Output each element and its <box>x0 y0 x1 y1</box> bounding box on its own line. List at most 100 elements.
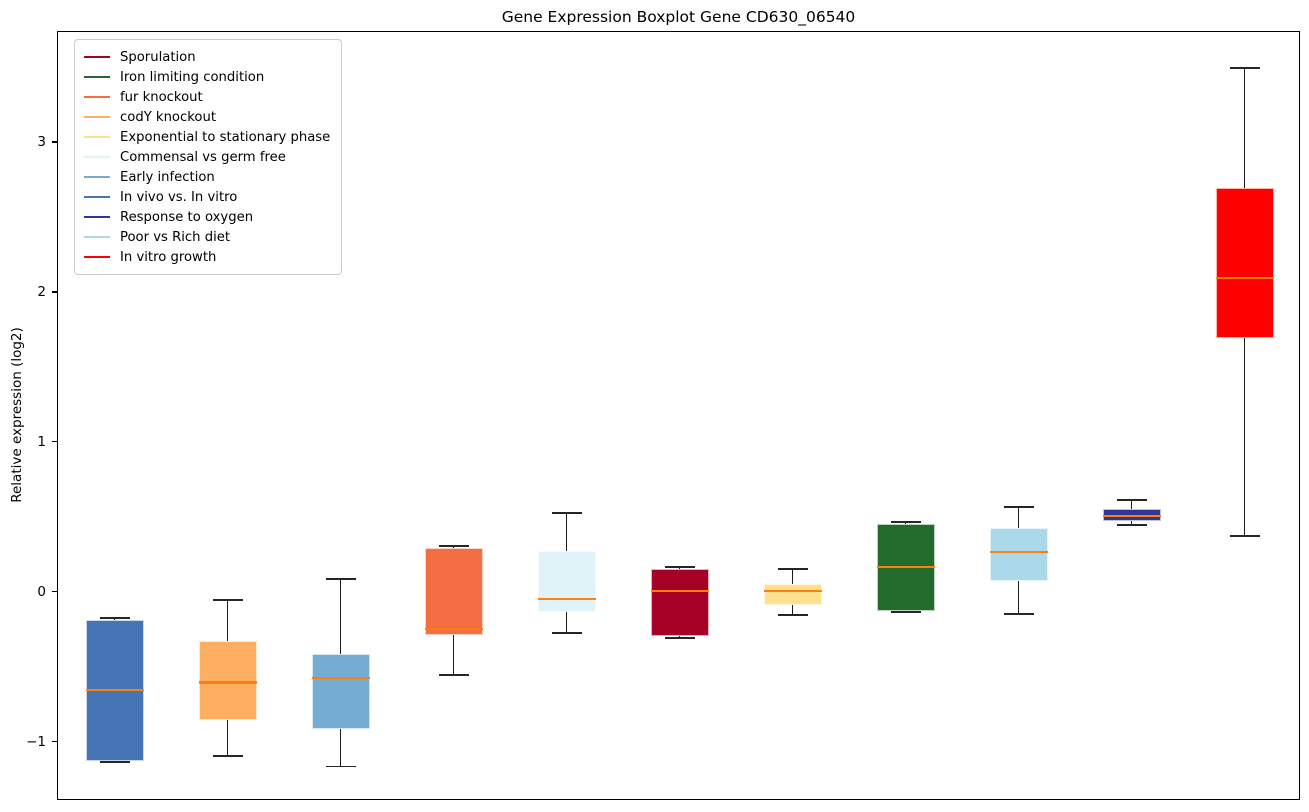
median-line <box>1215 276 1274 279</box>
legend-entry: Early infection <box>84 167 330 187</box>
boxplot-group <box>58 32 1299 799</box>
legend-label: Sporulation <box>120 49 196 65</box>
legend-entry: Poor vs Rich diet <box>84 227 330 247</box>
legend-label: Early infection <box>120 169 215 185</box>
legend-color-line <box>84 235 110 239</box>
median-line <box>763 590 822 593</box>
box-rect <box>424 547 483 635</box>
whisker-cap-top <box>212 599 243 602</box>
box-rect <box>198 640 257 721</box>
box-rect <box>763 583 822 605</box>
boxplot-group <box>58 32 1299 799</box>
legend-color-line <box>84 255 110 259</box>
whisker-cap-bottom <box>551 632 582 634</box>
legend-entry: In vivo vs. In vitro <box>84 187 330 207</box>
legend-color-line <box>84 115 110 119</box>
boxplot-group <box>58 32 1299 799</box>
box-rect <box>311 654 370 730</box>
legend-label: In vivo vs. In vitro <box>120 189 238 205</box>
chart-title: Gene Expression Boxplot Gene CD630_06540 <box>501 8 856 26</box>
boxplot-group <box>58 32 1299 799</box>
legend-entry: codY knockout <box>84 107 330 127</box>
legend-entry: Sporulation <box>84 47 330 67</box>
whisker-cap-top <box>664 566 695 569</box>
legend-color-line <box>84 75 110 79</box>
whisker-cap-bottom <box>777 614 808 617</box>
legend-label: Commensal vs germ free <box>120 149 286 165</box>
boxplot-group <box>58 32 1299 799</box>
whisker-cap-top <box>1116 498 1147 501</box>
median-line <box>537 597 596 600</box>
box-rect <box>1215 187 1274 338</box>
legend-entry: Iron limiting condition <box>84 67 330 87</box>
median-line <box>876 566 935 569</box>
legend-label: codY knockout <box>120 109 217 125</box>
whisker-cap-bottom <box>1116 524 1147 527</box>
box-rect <box>537 550 596 613</box>
boxplot-group <box>58 32 1299 799</box>
whisker-cap-bottom <box>890 611 921 614</box>
whisker-cap-top <box>551 512 582 515</box>
legend-color-line <box>84 155 110 159</box>
legend-color-line <box>84 195 110 199</box>
whisker-cap-bottom <box>212 755 243 757</box>
legend-label: Response to oxygen <box>120 209 254 225</box>
y-tick-label: −1 <box>26 733 46 750</box>
legend-label: fur knockout <box>120 89 203 105</box>
whisker-cap-top <box>1003 506 1034 509</box>
boxplot-group <box>58 32 1299 799</box>
legend-label: Iron limiting condition <box>120 69 265 85</box>
whisker-cap-bottom <box>438 674 469 676</box>
y-tick-label: 0 <box>37 583 46 600</box>
median-line <box>989 551 1048 554</box>
box-rect <box>650 568 709 637</box>
whisker-cap-top <box>438 545 469 548</box>
whisker-cap-bottom <box>325 765 356 768</box>
boxplot-group <box>58 32 1299 799</box>
legend: Sporulation Iron limiting condition fur kn… <box>74 39 343 275</box>
median-line <box>198 681 257 684</box>
y-tick-mark <box>52 590 57 593</box>
median-line <box>1102 515 1161 518</box>
legend-color-line <box>84 215 110 219</box>
whisker-cap-top <box>325 578 356 581</box>
whisker-cap-bottom <box>99 761 130 763</box>
y-tick-label: 2 <box>37 283 46 300</box>
boxplot-group <box>58 32 1299 799</box>
whisker-cap-bottom <box>1003 612 1034 615</box>
legend-label: Exponential to stationary phase <box>120 129 331 145</box>
box-rect <box>1102 508 1161 521</box>
legend-color-line <box>84 95 110 99</box>
median-line <box>311 676 370 680</box>
boxplot-group <box>58 32 1299 799</box>
legend-entry: In vitro growth <box>84 247 330 267</box>
whisker-cap-top <box>1229 67 1260 69</box>
boxplot-group <box>58 32 1299 799</box>
box-rect <box>989 528 1048 581</box>
legend-color-line <box>84 55 110 59</box>
legend-entry: Exponential to stationary phase <box>84 127 330 147</box>
legend-label: In vitro growth <box>120 249 217 265</box>
plot-area: Sporulation Iron limiting condition fur kn… <box>57 31 1300 800</box>
y-tick-mark <box>52 291 57 293</box>
median-line <box>85 688 144 692</box>
whisker-cap-bottom <box>1229 534 1260 537</box>
legend-color-line <box>84 135 110 139</box>
whisker-cap-top <box>890 521 921 524</box>
legend-entry: Commensal vs germ free <box>84 147 330 167</box>
median-line <box>650 590 709 593</box>
median-line <box>424 627 483 630</box>
y-axis-label: Relative expression (log2) <box>9 327 25 503</box>
legend-entry: fur knockout <box>84 87 330 107</box>
legend-label: Poor vs Rich diet <box>120 229 231 245</box>
y-tick-mark <box>52 441 57 443</box>
whisker-cap-top <box>99 617 130 620</box>
y-tick-mark <box>52 740 57 743</box>
legend-color-line <box>84 175 110 179</box>
y-tick-label: 1 <box>37 433 46 450</box>
whisker-cap-top <box>777 567 808 570</box>
y-tick-label: 3 <box>37 133 46 150</box>
whisker-cap-bottom <box>664 636 695 639</box>
y-tick-mark <box>52 141 57 143</box>
